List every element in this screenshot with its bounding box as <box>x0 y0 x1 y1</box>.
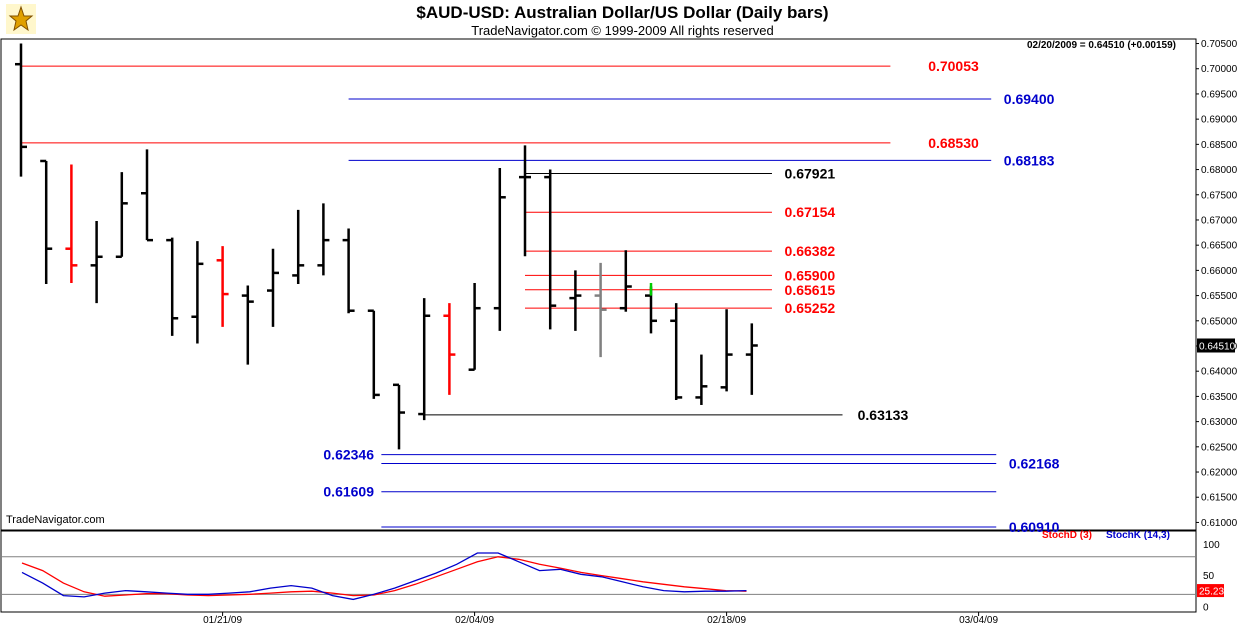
level-label: 0.68183 <box>1004 152 1055 168</box>
price-tick-label: 0.66000 <box>1201 266 1238 277</box>
info-text: 02/20/2009 = 0.64510 (+0.00159) <box>1027 40 1176 51</box>
stoch-tick-label: 50 <box>1203 571 1215 582</box>
date-tick-label: 02/04/09 <box>455 615 494 626</box>
tradenavigator-logo-icon[interactable] <box>6 4 36 34</box>
chart-title: $AUD-USD: Australian Dollar/US Dollar (D… <box>416 3 829 22</box>
stoch-tick-label: 0 <box>1203 602 1209 613</box>
stochastic-lines: 100 50 0 25.23 StochD (3) StochK (14,3) <box>1 530 1224 613</box>
level-label: 0.65615 <box>785 282 836 298</box>
level-label: 0.68530 <box>928 135 979 151</box>
date-tick-label: 01/21/09 <box>203 615 242 626</box>
price-tick-label: 0.69500 <box>1201 89 1238 100</box>
date-tick-label: 03/04/09 <box>959 615 998 626</box>
level-label: 0.67921 <box>785 166 836 182</box>
price-tick-label: 0.70500 <box>1201 39 1238 50</box>
stochastic-panel-frame <box>0 530 1197 613</box>
stoch-legend-d: StochD (3) <box>1042 530 1092 541</box>
title-bar: $AUD-USD: Australian Dollar/US Dollar (D… <box>0 0 1245 40</box>
last-price-label: 0.64510 <box>1199 341 1236 352</box>
level-label: 0.62168 <box>1009 456 1060 472</box>
level-label: 0.65252 <box>785 300 836 316</box>
level-label: 0.69400 <box>1004 91 1055 107</box>
price-tick-label: 0.64000 <box>1201 367 1238 378</box>
stoch-tick-label: 100 <box>1203 540 1220 551</box>
price-tick-label: 0.62500 <box>1201 442 1238 453</box>
last-price-box <box>1197 338 1235 353</box>
fib-levels: 0.70053 0.69400 0.68530 0.68183 0.67921 0.671… <box>21 58 1060 535</box>
stoch-legend-k: StochK (14,3) <box>1106 530 1170 541</box>
level-label: 0.67154 <box>785 204 836 220</box>
watermark-text: TradeNavigator.com <box>6 514 105 526</box>
chart-subtitle: TradeNavigator.com © 1999-2009 All right… <box>471 23 774 38</box>
price-tick-label: 0.68500 <box>1201 140 1238 151</box>
level-label: 0.60910 <box>1009 519 1060 535</box>
price-bars <box>15 43 758 450</box>
price-tick-label: 0.68000 <box>1201 165 1238 176</box>
price-tick-label: 0.67500 <box>1201 190 1238 201</box>
date-tick-label: 02/18/09 <box>707 615 746 626</box>
price-panel-frame <box>0 38 1197 531</box>
level-label: 0.63133 <box>858 407 909 423</box>
level-label: 0.70053 <box>928 58 979 74</box>
price-axis: 0.70500 0.70000 0.69500 0.69000 0.68500 0.680… <box>1196 39 1238 529</box>
level-label: 0.65900 <box>785 267 836 283</box>
price-tick-label: 0.70000 <box>1201 64 1238 75</box>
price-tick-label: 0.65500 <box>1201 291 1238 302</box>
level-label: 0.66382 <box>785 243 836 259</box>
price-tick-label: 0.62000 <box>1201 468 1238 479</box>
stoch-last-box <box>1197 584 1224 598</box>
price-tick-label: 0.61500 <box>1201 493 1238 504</box>
price-tick-label: 0.67000 <box>1201 215 1238 226</box>
price-tick-label: 0.61000 <box>1201 518 1238 529</box>
price-tick-label: 0.69000 <box>1201 115 1238 126</box>
price-tick-label: 0.63500 <box>1201 392 1238 403</box>
stoch-series-line <box>21 552 747 601</box>
price-tick-label: 0.66500 <box>1201 241 1238 252</box>
date-axis: 01/21/09 02/04/09 02/18/09 03/04/09 <box>203 612 998 626</box>
level-label: 0.61609 <box>323 484 374 500</box>
level-label: 0.62346 <box>323 447 374 463</box>
stoch-series-line <box>21 556 747 597</box>
price-tick-label: 0.63000 <box>1201 417 1238 428</box>
stoch-last-label: 25.23 <box>1199 587 1224 598</box>
price-tick-label: 0.65000 <box>1201 316 1238 327</box>
